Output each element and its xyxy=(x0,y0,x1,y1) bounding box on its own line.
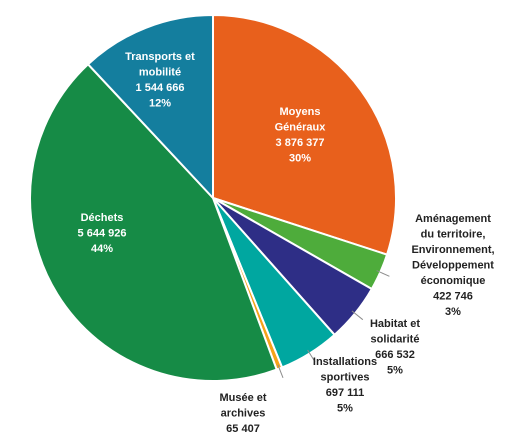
pie-slices xyxy=(29,13,397,382)
data-label-line: Développement xyxy=(412,260,494,272)
data-label-line: Moyens xyxy=(280,106,321,118)
data-label-transports: Transports et mobilité 1 544 666 12% xyxy=(125,51,195,110)
pie-slice-transports xyxy=(86,13,214,201)
data-label-line: Environnement, xyxy=(411,244,494,256)
data-label-line: Installations xyxy=(313,356,377,368)
data-label-line: Musée et xyxy=(219,392,266,404)
data-label-moyens: Moyens Généraux 3 876 377 30% xyxy=(275,106,327,165)
data-label-line: solidarité xyxy=(371,334,420,346)
data-label-line: 5 644 926 xyxy=(78,228,127,240)
data-label-amenagement: Aménagement du territoire, Environnement, D… xyxy=(411,213,494,318)
data-label-line: Déchets xyxy=(81,212,124,224)
data-labels: Moyens Généraux 3 876 377 30% Aménagement du … xyxy=(78,51,495,435)
data-label-line: 5% xyxy=(387,365,403,377)
data-label-line: mobilité xyxy=(139,67,181,79)
data-label-line: 44% xyxy=(91,243,113,255)
data-label-line: archives xyxy=(221,408,266,420)
data-label-line: 422 746 xyxy=(433,291,473,303)
leader-lines xyxy=(277,270,390,378)
data-label-line: du territoire, xyxy=(421,229,486,241)
data-label-habitat: Habitat et solidarité 666 532 5% xyxy=(370,318,420,377)
data-label-line: 3% xyxy=(445,306,461,318)
data-label-line: 5% xyxy=(337,403,353,415)
leader-line-installations xyxy=(307,349,316,363)
pie-slice-dechets xyxy=(29,62,278,382)
data-label-installations: Installations sportives 697 111 5% xyxy=(313,356,377,415)
leader-line-habitat xyxy=(351,310,364,321)
data-label-line: 30% xyxy=(289,153,311,165)
pie-slice-moyens xyxy=(212,13,397,256)
leader-line-amenagement xyxy=(376,270,390,277)
data-label-dechets: Déchets 5 644 926 44% xyxy=(78,212,127,255)
data-label-line: 65 407 xyxy=(226,423,260,435)
leader-line-musee xyxy=(277,364,284,378)
data-label-line: 12% xyxy=(149,98,171,110)
data-label-line: Transports et xyxy=(125,51,195,63)
data-label-line: économique xyxy=(421,275,486,287)
data-label-line: 3 876 377 xyxy=(276,137,325,149)
data-label-line: 666 532 xyxy=(375,349,415,361)
data-label-line: sportives xyxy=(321,372,370,384)
data-label-line: 697 111 xyxy=(326,387,365,399)
data-label-line: Aménagement xyxy=(415,213,491,225)
data-label-musee: Musée et archives 65 407 xyxy=(219,392,266,435)
data-label-line: Généraux xyxy=(275,122,327,134)
data-label-line: Habitat et xyxy=(370,318,420,330)
data-label-line: 1 544 666 xyxy=(136,82,185,94)
